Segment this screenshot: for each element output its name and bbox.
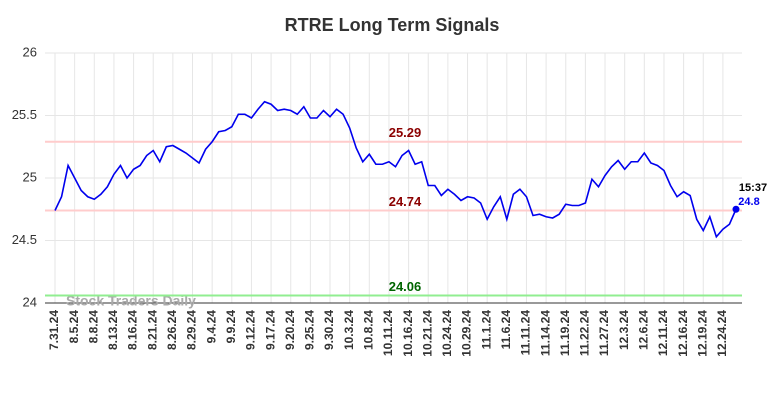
- x-tick-label: 12.16.24: [676, 310, 690, 357]
- x-tick-label: 9.17.24: [263, 310, 277, 350]
- x-tick-label: 11.22.24: [578, 310, 592, 356]
- x-tick-label: 8.26.24: [165, 310, 179, 350]
- x-tick-label: 9.20.24: [283, 310, 297, 350]
- x-tick-label: 10.11.24: [381, 310, 395, 356]
- y-tick-label: 25.5: [12, 107, 37, 122]
- y-tick-label: 25: [23, 169, 37, 184]
- signal-label: 24.06: [389, 279, 422, 294]
- x-tick-label: 8.5.24: [67, 310, 81, 344]
- x-tick-label: 8.21.24: [145, 310, 159, 350]
- x-tick-label: 8.16.24: [126, 310, 140, 350]
- y-tick-label: 26: [23, 44, 37, 59]
- x-tick-label: 10.29.24: [460, 310, 474, 357]
- last-value-label: 24.8: [738, 196, 759, 208]
- x-tick-label: 11.1.24: [479, 310, 493, 350]
- watermark: Stock Traders Daily: [66, 293, 196, 309]
- x-tick-label: 10.3.24: [342, 310, 356, 350]
- x-tick-label: 12.6.24: [636, 310, 650, 350]
- last-point: [732, 205, 740, 213]
- x-tick-label: 11.19.24: [558, 310, 572, 356]
- x-tick-label: 9.9.24: [224, 310, 238, 344]
- signal-label: 24.74: [389, 194, 422, 209]
- last-time: 15:37: [739, 182, 767, 194]
- x-tick-label: 9.25.24: [303, 310, 317, 350]
- x-tick-label: 8.13.24: [106, 310, 120, 350]
- x-tick-label: 8.29.24: [185, 310, 199, 350]
- x-tick-label: 10.24.24: [440, 310, 454, 357]
- price-line: [54, 100, 737, 239]
- x-tick-label: 9.12.24: [244, 310, 258, 350]
- x-tick-label: 12.24.24: [715, 310, 729, 357]
- x-tick-label: 10.16.24: [401, 310, 415, 357]
- y-tick-label: 24.5: [12, 232, 37, 247]
- x-tick-label: 12.19.24: [695, 310, 709, 357]
- x-tick-label: 12.3.24: [617, 310, 631, 350]
- x-tick-label: 11.27.24: [597, 310, 611, 356]
- x-tick-label: 11.14.24: [538, 310, 552, 356]
- signal-label: 25.29: [389, 125, 422, 140]
- chart-title: RTRE Long Term Signals: [285, 15, 500, 35]
- y-tick-label: 24: [23, 294, 37, 309]
- x-tick-label: 10.8.24: [361, 310, 375, 350]
- x-tick-label: 8.8.24: [86, 310, 100, 344]
- x-tick-label: 9.30.24: [322, 310, 336, 350]
- x-tick-label: 9.4.24: [204, 310, 218, 344]
- x-tick-label: 12.11.24: [656, 310, 670, 356]
- x-tick-label: 7.31.24: [47, 310, 61, 350]
- x-tick-label: 11.11.24: [519, 310, 533, 356]
- x-tick-label: 11.6.24: [499, 310, 513, 350]
- x-tick-label: 10.21.24: [420, 310, 434, 357]
